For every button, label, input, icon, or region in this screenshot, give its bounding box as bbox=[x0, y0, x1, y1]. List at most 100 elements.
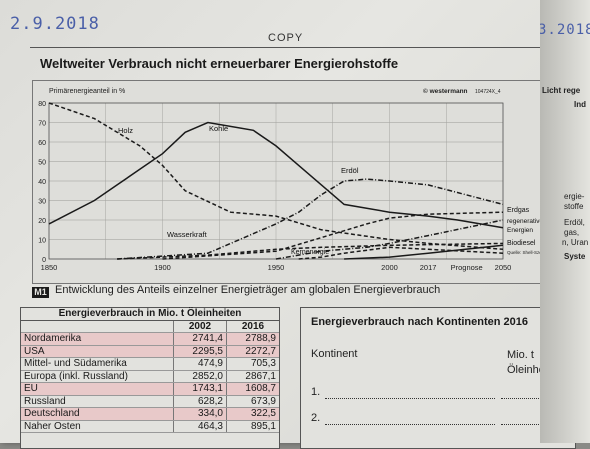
value-2002-cell: 2852,0 bbox=[173, 370, 227, 383]
facing-text-4: stoffe bbox=[564, 202, 584, 211]
x-tick-label: 2017 bbox=[420, 263, 437, 272]
region-cell: Naher Osten bbox=[21, 420, 174, 433]
facing-text-8: Syste bbox=[564, 252, 586, 261]
series-line bbox=[48, 102, 504, 251]
x-tick-label: 2000 bbox=[381, 263, 398, 272]
energy-table: Energieverbrauch in Mio. t Öleinheiten 2… bbox=[20, 307, 280, 449]
table-row: Russland 628,2 673,9 bbox=[21, 395, 279, 408]
region-cell: Russland bbox=[21, 395, 174, 408]
chart-panel: 0 10 20 30 40 50 60 70 80 1850 1900 1950 2000 2017 Pro… bbox=[32, 80, 542, 284]
label-wasserkraft: Wasserkraft bbox=[167, 230, 208, 239]
value-2016-cell: 2272,7 bbox=[226, 345, 279, 358]
label-erdgas: Erdgas bbox=[507, 207, 530, 214]
figure-caption: Entwicklung des Anteils einzelner Energi… bbox=[55, 284, 441, 296]
label-kohle: Kohle bbox=[209, 124, 228, 133]
region-cell: Europa (inkl. Russland) bbox=[21, 370, 174, 383]
y-tick-label: 60 bbox=[38, 140, 46, 147]
line-chart: 0 10 20 30 40 50 60 70 80 1850 1900 1950 2000 2017 Pro… bbox=[38, 87, 541, 272]
table-row: Deutschland 334,0 322,5 bbox=[21, 407, 279, 421]
y-tick-label: 20 bbox=[38, 218, 46, 225]
continents-box: Energieverbrauch nach Kontinenten 2016 K… bbox=[300, 307, 576, 449]
value-2002-cell: 2741,4 bbox=[173, 332, 227, 346]
table-row: Nordamerika 2741,4 2788,9 bbox=[21, 332, 279, 346]
source-note: Quelle: Shell-Szenarien, Shell 2005 bbox=[507, 250, 541, 255]
table-header-2016: 2016 bbox=[226, 320, 279, 333]
label-regenerative: regenerative bbox=[507, 218, 541, 225]
region-cell: Mittel- und Südamerika bbox=[21, 357, 174, 371]
entry-number: 2. bbox=[311, 412, 321, 424]
value-2002-cell: 1743,1 bbox=[173, 382, 227, 396]
x-tick-label: 1850 bbox=[41, 263, 58, 272]
table-header-2002: 2002 bbox=[173, 320, 227, 333]
entry-number: 1. bbox=[311, 386, 321, 398]
value-2002-cell: 474,9 bbox=[173, 357, 227, 371]
page-title: Weltweiter Verbrauch nicht erneuerbarer … bbox=[40, 56, 399, 71]
region-cell: USA bbox=[21, 345, 174, 358]
table-header-region bbox=[21, 320, 174, 333]
value-2016-cell: 2788,9 bbox=[226, 332, 279, 346]
x-tick-label: 1900 bbox=[154, 263, 171, 272]
y-tick-label: 70 bbox=[38, 121, 46, 128]
region-cell: Nordamerika bbox=[21, 332, 174, 346]
x-tick-label: 2050 bbox=[495, 263, 512, 272]
handwritten-date-right: 3.2018 bbox=[540, 22, 590, 38]
x-tick-label: 1950 bbox=[268, 263, 285, 272]
value-2016-cell: 1608,7 bbox=[226, 382, 279, 396]
series-line bbox=[117, 178, 504, 260]
title-rule bbox=[30, 47, 545, 48]
facing-text-3: ergie- bbox=[564, 192, 585, 201]
y-tick-label: 40 bbox=[38, 179, 46, 186]
series-line bbox=[48, 121, 504, 229]
continent-entry-2[interactable]: 2. bbox=[311, 412, 567, 425]
x-tick-label: Prognose bbox=[451, 263, 483, 272]
facing-text-6: gas, bbox=[564, 228, 580, 237]
facing-page: 3.2018 Licht rege Ind ergie- stoffe Erdö… bbox=[540, 0, 590, 443]
value-2016-cell: 895,1 bbox=[226, 420, 279, 433]
facing-text-2: Ind bbox=[574, 100, 586, 109]
series-line bbox=[298, 246, 504, 260]
handwritten-date: 2.9.2018 bbox=[10, 14, 100, 34]
workbook-page: 2.9.2018 COPY Weltweiter Verbrauch nicht… bbox=[0, 0, 576, 449]
table-row: USA 2295,5 2272,7 bbox=[21, 345, 279, 358]
series-line bbox=[162, 211, 504, 260]
facing-text-1: Licht rege bbox=[542, 86, 581, 95]
table-row: EU 1743,1 1608,7 bbox=[21, 382, 279, 396]
copy-label: COPY bbox=[268, 32, 304, 44]
value-2002-cell: 464,3 bbox=[173, 420, 227, 433]
value-2016-cell: 2867,1 bbox=[226, 370, 279, 383]
facing-text-5: Erdöl, bbox=[564, 218, 585, 227]
y-tick-label: 0 bbox=[42, 257, 46, 264]
value-unit-line1: Mio. t bbox=[507, 349, 534, 361]
entry-blank-value[interactable] bbox=[501, 398, 567, 399]
value-2016-cell: 705,3 bbox=[226, 357, 279, 371]
entry-blank-value[interactable] bbox=[501, 424, 567, 425]
label-biodiesel: Biodiesel bbox=[507, 240, 536, 247]
table-row: Naher Osten 464,3 895,1 bbox=[21, 420, 279, 433]
continent-column-header: Kontinent bbox=[311, 348, 358, 360]
table-title: Energieverbrauch in Mio. t Öleinheiten bbox=[21, 308, 279, 321]
label-kernenergie: Kernenergie bbox=[291, 249, 329, 256]
label-erdoel: Erdöl bbox=[341, 166, 359, 175]
y-tick-label: 10 bbox=[38, 238, 46, 245]
series-line bbox=[344, 244, 504, 260]
series-line bbox=[117, 242, 504, 260]
region-cell: EU bbox=[21, 382, 174, 396]
y-tick-label: 30 bbox=[38, 199, 46, 206]
y-tick-label: 80 bbox=[38, 101, 46, 108]
y-axis-label: Primärenergieanteil in % bbox=[49, 88, 125, 95]
table-row: Mittel- und Südamerika 474,9 705,3 bbox=[21, 357, 279, 371]
continents-title: Energieverbrauch nach Kontinenten 2016 bbox=[311, 316, 529, 328]
value-2016-cell: 673,9 bbox=[226, 395, 279, 408]
facing-text-7: n, Uran bbox=[562, 238, 589, 247]
value-2002-cell: 2295,5 bbox=[173, 345, 227, 358]
entry-blank-continent[interactable] bbox=[325, 398, 495, 399]
figure-badge: M1 bbox=[32, 287, 49, 298]
entry-blank-continent[interactable] bbox=[325, 424, 495, 425]
continent-entry-1[interactable]: 1. bbox=[311, 386, 567, 399]
region-cell: Deutschland bbox=[21, 407, 174, 421]
value-2002-cell: 628,2 bbox=[173, 395, 227, 408]
value-2016-cell: 322,5 bbox=[226, 407, 279, 421]
label-holz: Holz bbox=[118, 126, 133, 135]
publisher-credit: © westermann bbox=[423, 87, 468, 95]
label-energien: Energien bbox=[507, 227, 533, 234]
